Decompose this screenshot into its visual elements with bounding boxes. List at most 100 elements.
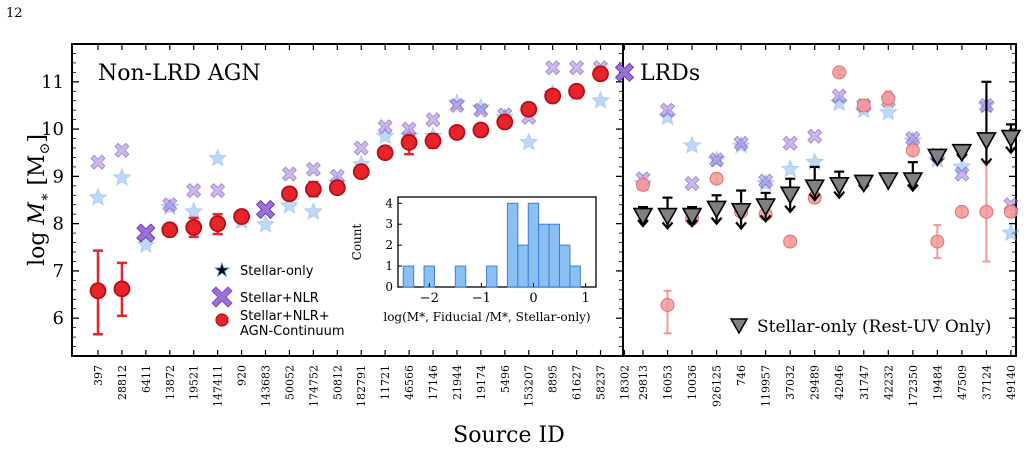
rest-uv-triangle bbox=[1000, 129, 1022, 149]
upper-limit-arrow bbox=[759, 214, 772, 223]
agn-continuum-point bbox=[568, 82, 585, 100]
agn-continuum-point bbox=[448, 123, 466, 141]
x-tick-label: 13872 bbox=[164, 365, 177, 400]
lrd-agn-continuum-point bbox=[832, 65, 847, 80]
x-tick-label: 11721 bbox=[379, 365, 392, 400]
inset-x-tick-label: 0 bbox=[529, 291, 537, 306]
x-tick-label: 58237 bbox=[595, 365, 608, 400]
stellar-only-star bbox=[112, 167, 132, 186]
legend-stellar-nlr-label: Stellar+NLR bbox=[240, 291, 319, 306]
rest-uv-triangle bbox=[976, 132, 997, 151]
upper-limit-arrow bbox=[784, 205, 797, 214]
lrd-stellar-only-star bbox=[682, 135, 702, 154]
histogram-inset: −2 −1 0 1 0 1 2 3 4 Count log(M*, Fiducial /M*, St… bbox=[350, 196, 597, 324]
histogram-bar bbox=[559, 244, 571, 288]
histogram-bar bbox=[527, 202, 540, 288]
legend-agn-label-1: Stellar+NLR+ bbox=[240, 309, 330, 324]
x-tick-label: 10036 bbox=[686, 365, 699, 400]
x-tick-label: 147411 bbox=[212, 365, 225, 407]
histogram-bar bbox=[506, 202, 519, 288]
histogram-bar bbox=[548, 223, 561, 288]
lrd-stellar-nlr-cross bbox=[905, 130, 921, 147]
x-tick-label: 174752 bbox=[307, 365, 320, 407]
stellar-nlr-cross bbox=[90, 154, 106, 170]
lrd-stellar-nlr-cross bbox=[709, 152, 725, 168]
histogram-bar bbox=[538, 223, 550, 288]
lrd-stellar-nlr-cross bbox=[807, 128, 823, 144]
stellar-nlr-cross bbox=[473, 102, 489, 118]
x-tick-label: 50052 bbox=[283, 365, 296, 400]
agn-continuum-point bbox=[592, 65, 609, 83]
agn-continuum-point bbox=[113, 280, 131, 298]
stellar-nlr-cross bbox=[136, 223, 156, 243]
inset-x-tick-label: −2 bbox=[420, 291, 439, 306]
legend-rest-uv-icon bbox=[729, 318, 749, 335]
lrd-stellar-nlr-cross bbox=[684, 175, 700, 192]
stellar-only-star bbox=[519, 132, 539, 151]
agn-continuum-point bbox=[161, 221, 179, 239]
agn-continuum-point bbox=[281, 185, 298, 203]
stellar-nlr-cross bbox=[329, 168, 345, 184]
legend-stellar-nlr-icon bbox=[211, 286, 233, 308]
x-tick-label: 926125 bbox=[711, 365, 724, 407]
agn-continuum-point bbox=[424, 132, 442, 150]
stellar-only-star bbox=[279, 195, 299, 214]
x-tick-label: 37032 bbox=[784, 365, 797, 400]
panel-title-lrds: LRDs bbox=[640, 61, 700, 86]
agn-continuum-point bbox=[472, 121, 490, 139]
x-tick-label: 920 bbox=[236, 365, 249, 386]
rest-uv-triangle bbox=[902, 172, 924, 191]
lrd-agn-continuum-point bbox=[783, 234, 798, 249]
agn-continuum-point bbox=[89, 282, 107, 300]
stellar-nlr-cross bbox=[401, 121, 417, 137]
lrd-stellar-nlr-cross bbox=[758, 173, 774, 189]
lrd-agn-continuum-point bbox=[660, 297, 675, 312]
lrd-agn-continuum-point bbox=[881, 91, 896, 106]
inset-y-tick-label: 0 bbox=[385, 280, 393, 294]
x-tick-label: 42232 bbox=[882, 365, 895, 400]
y-tick-label: 9 bbox=[53, 166, 64, 187]
rest-uv-triangle bbox=[877, 172, 899, 191]
x-tick-label: 6411 bbox=[140, 365, 153, 393]
x-axis-label: Source ID bbox=[453, 423, 565, 448]
lrd-stellar-only-star bbox=[878, 102, 898, 121]
stellar-only-star bbox=[208, 148, 228, 167]
lrd-agn-continuum-point bbox=[856, 98, 871, 113]
legend-stellar-only-icon: ★ bbox=[214, 260, 230, 281]
stellar-nlr-cross bbox=[114, 142, 130, 158]
upper-limit-arrow bbox=[980, 157, 993, 167]
x-tick-label: 42046 bbox=[833, 365, 846, 400]
x-tick-label: 172350 bbox=[907, 365, 920, 407]
inset-x-tick-label: −1 bbox=[472, 291, 491, 306]
y-tick-label: 7 bbox=[53, 261, 64, 282]
inset-y-tick-label: 3 bbox=[385, 217, 393, 231]
y-tick-label: 8 bbox=[53, 214, 64, 235]
agn-continuum-point bbox=[304, 180, 322, 198]
x-tick-label: 47509 bbox=[956, 365, 969, 400]
legend-stellar-only-label: Stellar-only bbox=[240, 264, 314, 279]
stellar-nlr-cross bbox=[545, 60, 561, 76]
inset-x-label: log(M*, Fiducial /M*, Stellar-only) bbox=[383, 310, 590, 324]
x-tick-label: 29489 bbox=[809, 365, 822, 400]
x-tick-label: 18302 bbox=[618, 365, 631, 400]
x-tick-label: 746 bbox=[735, 365, 748, 386]
agn-continuum-point bbox=[376, 144, 394, 162]
histogram-bar bbox=[402, 265, 415, 288]
y-tick-label: 11 bbox=[41, 72, 64, 93]
rest-uv-triangle bbox=[657, 207, 678, 227]
lrd-agn-continuum-point bbox=[979, 204, 994, 219]
x-tick-label: 397 bbox=[92, 365, 105, 386]
lrd-agn-continuum-point bbox=[930, 234, 945, 249]
stellar-nlr-cross bbox=[305, 161, 321, 177]
x-tick-label: 17146 bbox=[427, 365, 440, 400]
x-tick-label: 31747 bbox=[858, 365, 871, 400]
x-tick-label: 49140 bbox=[1005, 365, 1018, 400]
rest-uv-triangle bbox=[632, 207, 654, 227]
lrd-stellar-nlr-cross bbox=[782, 135, 798, 151]
lrd-agn-continuum-point bbox=[636, 177, 650, 192]
agn-continuum-point bbox=[400, 133, 418, 151]
x-tick-label: 119957 bbox=[760, 365, 773, 407]
stellar-nlr-cross bbox=[353, 140, 369, 156]
